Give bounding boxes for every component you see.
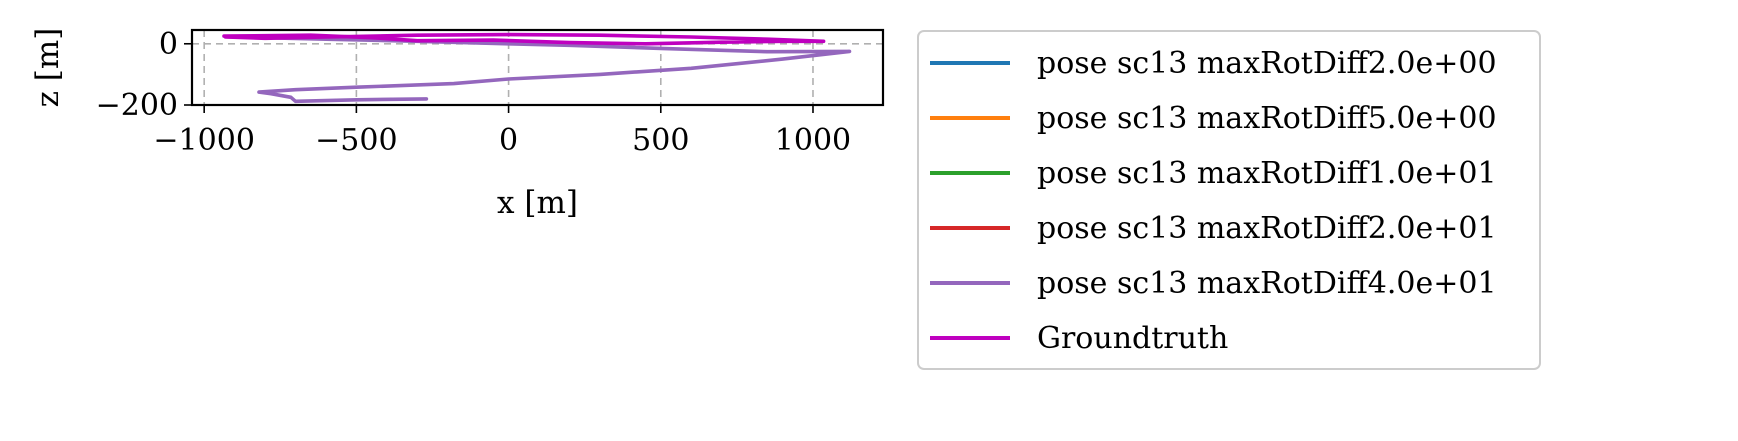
legend-box <box>917 30 1541 370</box>
plot-lines <box>222 32 852 104</box>
legend-label: pose sc13 maxRotDiff2.0e+01 <box>1037 211 1497 246</box>
series-line-4 <box>223 34 852 104</box>
legend-label: pose sc13 maxRotDiff5.0e+00 <box>1037 101 1497 136</box>
legend-label: Groundtruth <box>1037 321 1228 356</box>
x-tick-label: 500 <box>632 123 689 158</box>
x-tick-label: 0 <box>499 123 518 158</box>
legend-label: pose sc13 maxRotDiff4.0e+01 <box>1037 266 1497 301</box>
series-line-5 <box>222 32 826 46</box>
legend: pose sc13 maxRotDiff2.0e+00 pose sc13 max… <box>917 30 1541 370</box>
y-axis-label: z [m] <box>30 28 66 108</box>
y-tick-label: −200 <box>96 88 178 123</box>
x-tick-label: −1000 <box>153 123 254 158</box>
legend-label: pose sc13 maxRotDiff2.0e+00 <box>1037 46 1497 81</box>
axes-frame <box>190 28 885 107</box>
y-tick-label: 0 <box>159 27 178 62</box>
legend-label: pose sc13 maxRotDiff1.0e+01 <box>1037 156 1497 191</box>
x-tick-label: 1000 <box>775 123 851 158</box>
x-tick-label: −500 <box>315 123 397 158</box>
axis-ticks: −1000 −500 0 500 1000 −200 0 <box>96 27 852 158</box>
x-axis-label: x [m] <box>497 185 578 221</box>
